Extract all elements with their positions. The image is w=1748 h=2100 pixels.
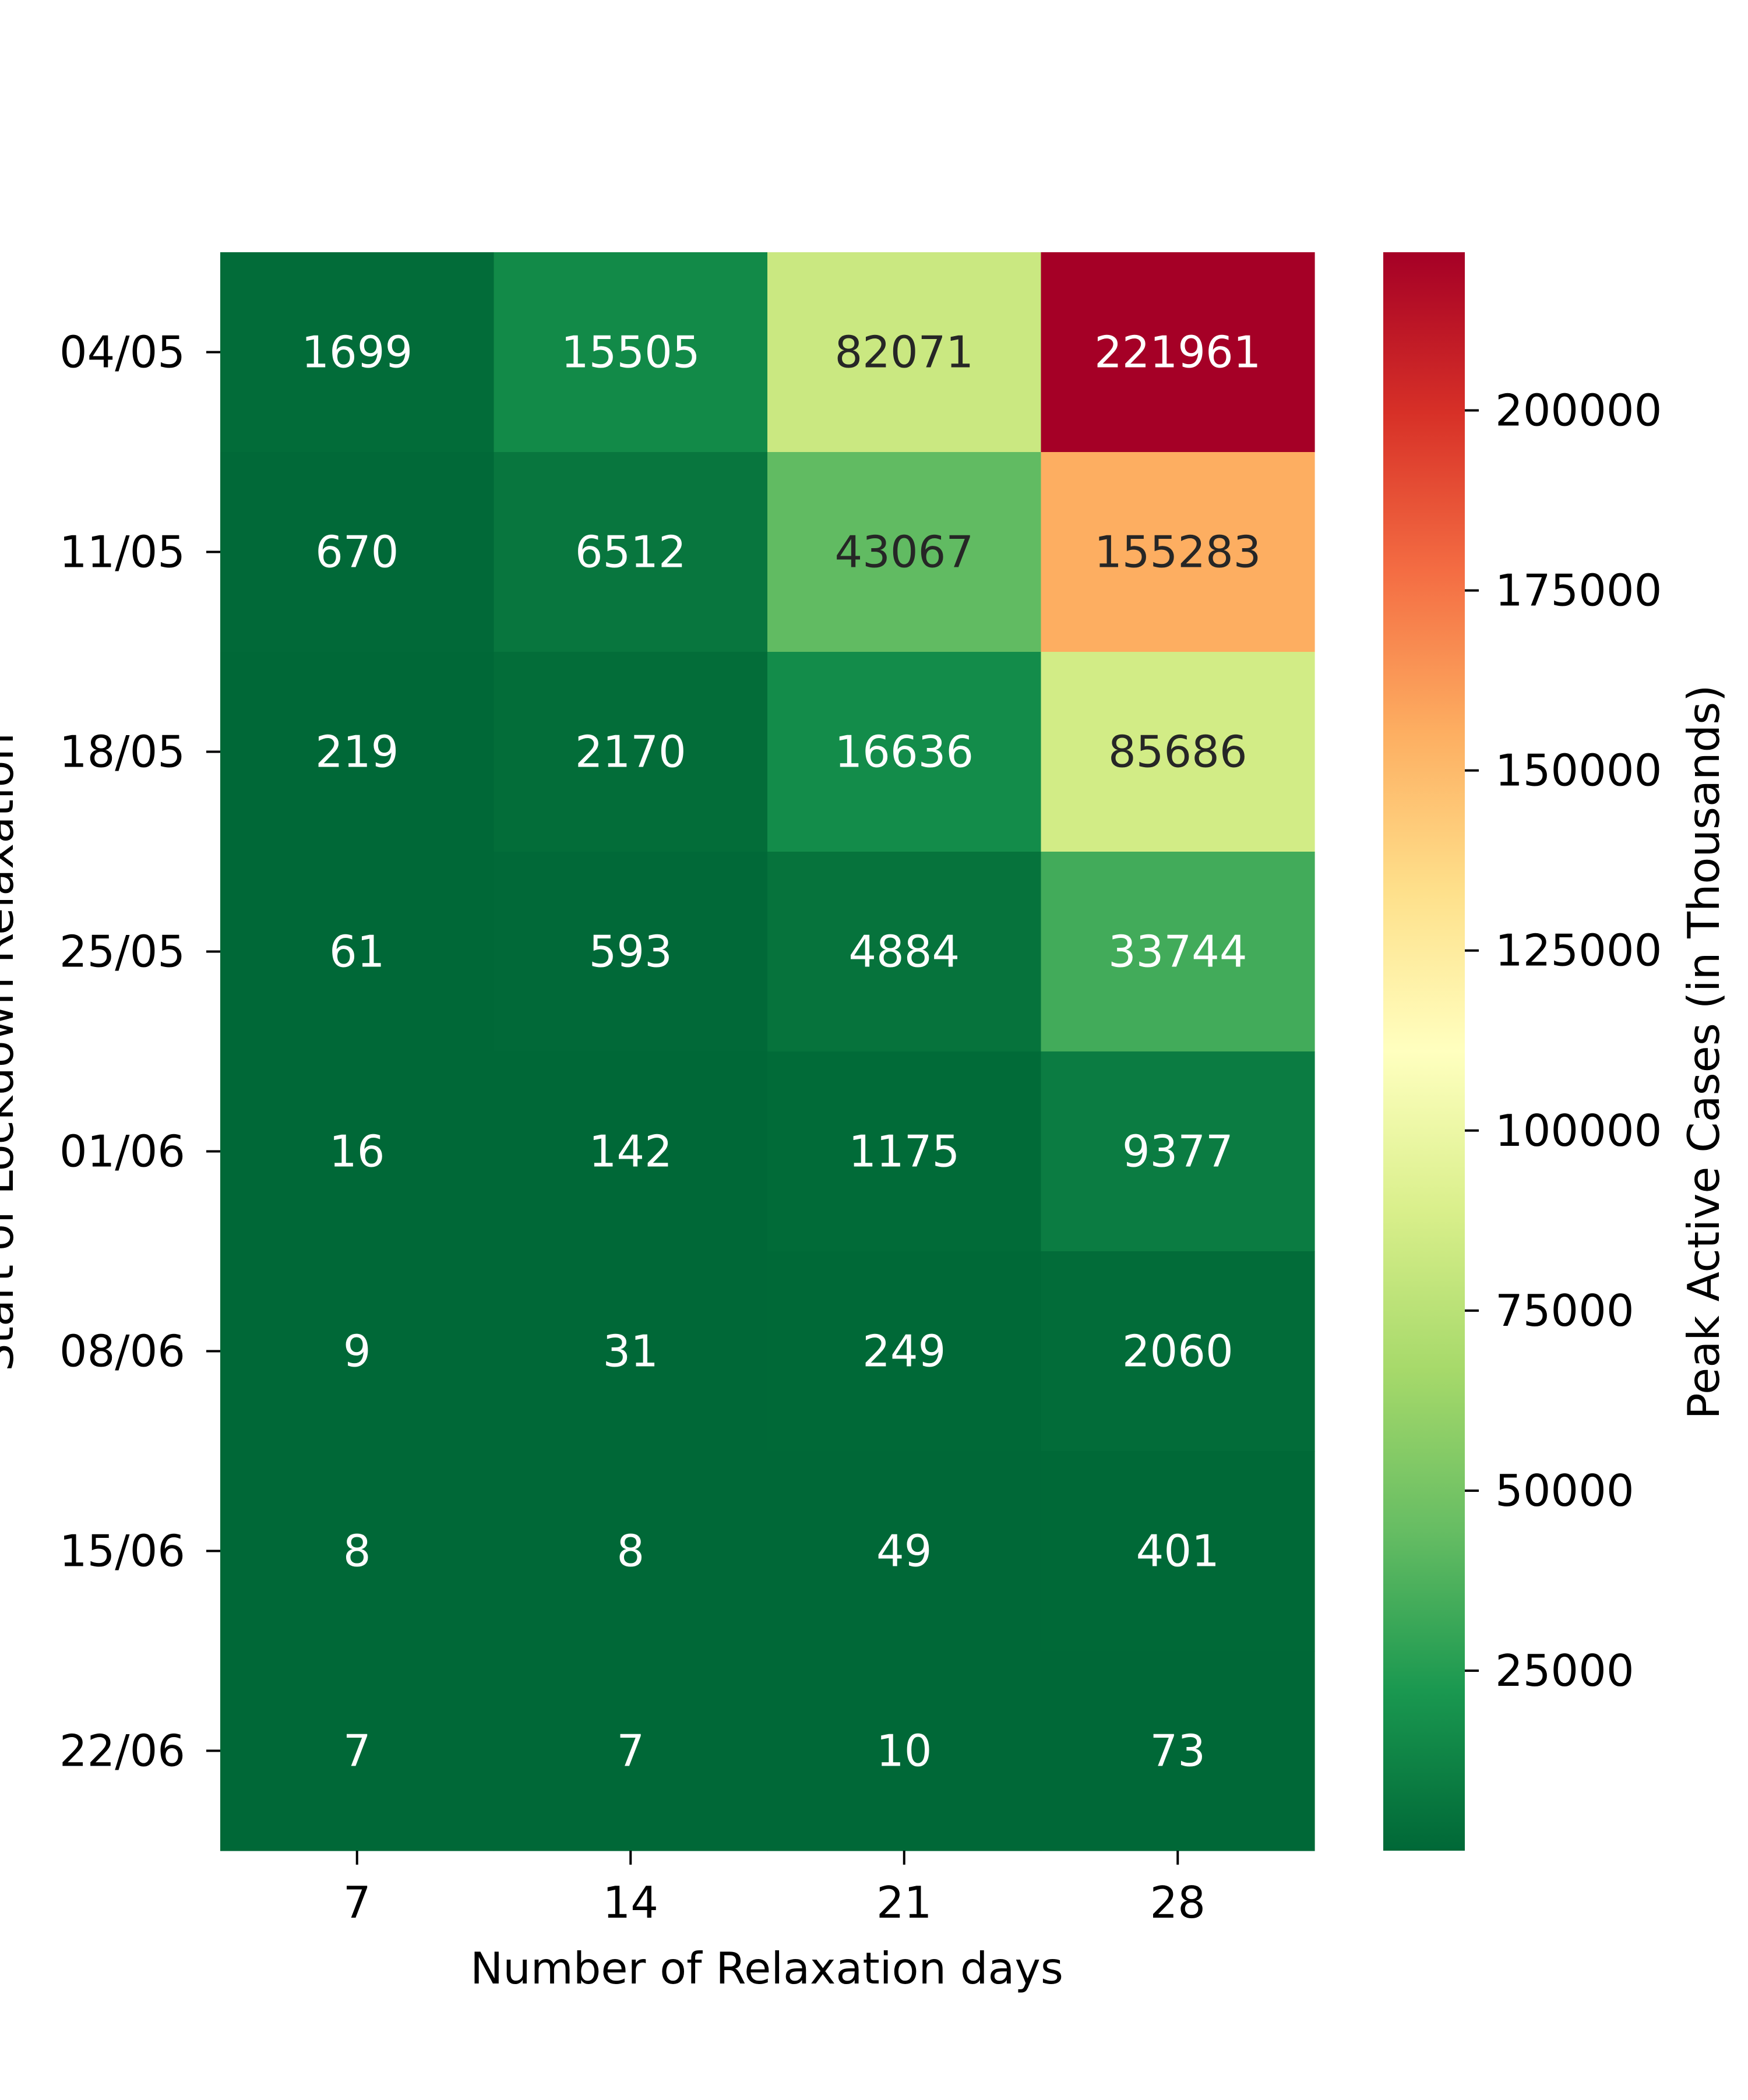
cell-value-label: 31 — [603, 1326, 658, 1377]
heatmap-cell — [767, 1451, 1042, 1651]
cell-value-label: 221961 — [1094, 327, 1261, 378]
colorbar-tick-label: 150000 — [1495, 745, 1662, 796]
heatmap-cell — [220, 1651, 495, 1851]
colorbar-tick-label: 175000 — [1495, 565, 1662, 616]
colorbar-gradient — [1383, 252, 1465, 1851]
colorbar-tick-label: 200000 — [1495, 385, 1662, 436]
x-axis-title: Number of Relaxation days — [470, 1943, 1063, 1994]
heatmap-cell — [220, 1451, 495, 1651]
y-tick-label: 22/06 — [59, 1725, 185, 1777]
heatmap-cell — [494, 652, 768, 852]
cell-value-label: 8 — [616, 1526, 644, 1577]
heatmap-cell — [220, 852, 495, 1052]
cell-value-label: 16 — [329, 1126, 385, 1177]
cell-value-label: 593 — [589, 926, 672, 977]
heatmap-cell — [494, 1451, 768, 1651]
y-axis-title: Start of Lockdown Relaxation — [0, 733, 23, 1371]
cell-value-label: 49 — [876, 1526, 932, 1577]
y-tick-label: 01/06 — [59, 1126, 185, 1177]
heatmap-cell — [220, 252, 495, 453]
colorbar-tick-label: 75000 — [1495, 1285, 1634, 1336]
x-tick-label: 14 — [603, 1877, 658, 1928]
x-tick-label: 28 — [1150, 1877, 1206, 1928]
cell-value-label: 249 — [862, 1326, 946, 1377]
heatmap-cell — [220, 452, 495, 652]
y-tick-label: 08/06 — [59, 1326, 185, 1377]
heatmap-cell — [494, 452, 768, 652]
heatmap-cell — [1041, 1651, 1315, 1851]
cell-value-label: 33744 — [1108, 926, 1247, 977]
cell-value-label: 2060 — [1122, 1326, 1234, 1377]
heatmap-cell — [220, 1251, 495, 1452]
cell-value-label: 73 — [1150, 1725, 1206, 1777]
heatmap-cell — [220, 652, 495, 852]
heatmap-cell — [767, 252, 1042, 453]
heatmap-cell — [767, 452, 1042, 652]
heatmap-cell — [767, 1051, 1042, 1252]
colorbar-tick-label: 50000 — [1495, 1465, 1634, 1516]
heatmap-cell — [1041, 652, 1315, 852]
y-tick-label: 15/06 — [59, 1526, 185, 1577]
colorbar-title: Peak Active Cases (in Thousands) — [1678, 685, 1729, 1420]
heatmap-cell — [1041, 852, 1315, 1052]
cell-value-label: 670 — [315, 527, 399, 578]
colorbar-tick-label: 25000 — [1495, 1645, 1634, 1696]
heatmap-cell — [494, 1251, 768, 1452]
y-tick-label: 11/05 — [59, 527, 185, 578]
heatmap-cell — [494, 1051, 768, 1252]
y-tick-label: 04/05 — [59, 327, 185, 378]
cell-value-label: 7 — [343, 1725, 371, 1777]
x-tick-label: 21 — [876, 1877, 932, 1928]
cell-value-label: 2170 — [575, 726, 686, 778]
cell-value-label: 142 — [589, 1126, 672, 1177]
heatmap-cell — [767, 1651, 1042, 1851]
heatmap-cell — [767, 1251, 1042, 1452]
cell-value-label: 6512 — [575, 527, 686, 578]
cell-value-label: 1175 — [848, 1126, 960, 1177]
heatmap-cell — [1041, 1251, 1315, 1452]
heatmap-cell — [767, 852, 1042, 1052]
heatmap-cell — [1041, 452, 1315, 652]
cell-value-label: 8 — [343, 1526, 371, 1577]
y-tick-label: 18/05 — [59, 726, 185, 778]
heatmap-cell — [1041, 252, 1315, 453]
cell-value-label: 43067 — [834, 527, 974, 578]
heatmap-cell — [220, 1051, 495, 1252]
x-tick-label: 7 — [343, 1877, 371, 1928]
cell-value-label: 9 — [343, 1326, 371, 1377]
cell-value-label: 155283 — [1094, 527, 1261, 578]
heatmap-cell — [494, 252, 768, 453]
heatmap-cell — [494, 1651, 768, 1851]
cell-value-label: 61 — [329, 926, 385, 977]
colorbar-tick-label: 100000 — [1495, 1105, 1662, 1156]
cell-value-label: 1699 — [301, 327, 413, 378]
cell-value-label: 7 — [616, 1725, 644, 1777]
cell-value-label: 10 — [876, 1725, 932, 1777]
cell-value-label: 9377 — [1122, 1126, 1234, 1177]
heatmap-cell — [494, 852, 768, 1052]
cell-value-label: 401 — [1136, 1526, 1220, 1577]
y-tick-label: 25/05 — [59, 926, 185, 977]
cell-value-label: 16636 — [834, 726, 974, 778]
cell-value-label: 219 — [315, 726, 399, 778]
cell-value-label: 82071 — [834, 327, 974, 378]
heatmap-cell — [767, 652, 1042, 852]
heatmap-cell — [1041, 1051, 1315, 1252]
cell-value-label: 4884 — [848, 926, 960, 977]
cell-value-label: 15505 — [561, 327, 700, 378]
heatmap-cell — [1041, 1451, 1315, 1651]
cell-value-label: 85686 — [1108, 726, 1247, 778]
colorbar-tick-label: 125000 — [1495, 925, 1662, 976]
